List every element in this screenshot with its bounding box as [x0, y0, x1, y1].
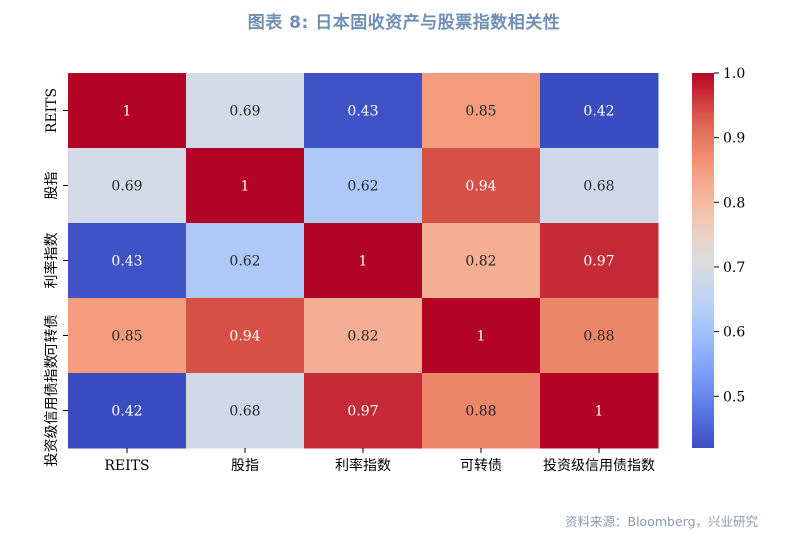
cell-label-0-2: 0.43 — [347, 104, 378, 120]
cell-label-3-1: 0.94 — [229, 329, 260, 345]
cell-label-4-2: 0.97 — [347, 404, 378, 420]
heatmap-cell-0-2 — [304, 73, 423, 149]
heatmap-cell-1-0 — [68, 148, 187, 224]
cell-label-4-0: 0.42 — [111, 404, 142, 420]
cell-label-1-3: 0.94 — [465, 179, 496, 195]
colorbar: 0.5 0.6 0.7 0.8 0.9 1.0 — [692, 66, 745, 448]
heatmap-cell-2-0 — [68, 223, 187, 299]
y-tick-label-2: 利率指数 — [43, 233, 60, 289]
y-tick-label-4: 投资级信用债指数 — [44, 355, 60, 467]
heatmap-cell-3-0 — [68, 298, 187, 374]
cell-label-1-4: 0.68 — [583, 179, 614, 195]
colorbar-gradient — [692, 73, 714, 448]
colorbar-tick-label-4: 0.9 — [723, 131, 745, 147]
source-note: 资料来源：Bloomberg，兴业研究 — [565, 514, 758, 529]
cell-label-1-2: 0.62 — [347, 179, 378, 195]
heatmap-cell-3-2 — [304, 298, 423, 374]
heatmap-cell-3-1 — [186, 298, 305, 374]
cell-label-2-1: 0.62 — [229, 254, 260, 270]
heatmap-cell-2-1 — [186, 223, 305, 299]
cell-label-0-1: 0.69 — [229, 104, 260, 120]
x-axis: REITS 股指 利率指数 可转债 投资级信用债指数 — [104, 448, 655, 474]
colorbar-tick-label-2: 0.7 — [723, 260, 745, 276]
y-tick-label-0: REITS — [44, 88, 60, 133]
cell-label-2-0: 0.43 — [111, 254, 142, 270]
heatmap-cell-2-2 — [304, 223, 423, 299]
colorbar-tick-label-1: 0.6 — [723, 325, 745, 341]
heatmap-cell-0-3 — [422, 73, 541, 149]
chart-title: 图表 8: 日本固收资产与股票指数相关性 — [247, 13, 561, 33]
colorbar-tick-label-5: 1.0 — [723, 66, 745, 82]
heatmap-cell-3-4 — [540, 298, 659, 374]
x-tick-label-1: 股指 — [231, 458, 259, 474]
heatmap-cell-4-4 — [540, 373, 659, 449]
colorbar-tick-label-3: 0.8 — [723, 195, 745, 211]
heatmap-cell-1-1 — [186, 148, 305, 224]
cell-label-0-3: 0.85 — [465, 104, 496, 120]
cell-label-3-3: 1 — [477, 329, 486, 345]
cell-label-4-3: 0.88 — [465, 404, 496, 420]
x-tick-label-4: 投资级信用债指数 — [543, 458, 655, 474]
heatmap-cell-2-4 — [540, 223, 659, 299]
x-tick-label-0: REITS — [104, 458, 149, 474]
cell-label-4-4: 1 — [595, 404, 604, 420]
cell-label-1-0: 0.69 — [111, 179, 142, 195]
heatmap-cell-1-4 — [540, 148, 659, 224]
cell-label-1-1: 1 — [241, 179, 250, 195]
heatmap-cell-1-3 — [422, 148, 541, 224]
heatmap-cell-4-3 — [422, 373, 541, 449]
heatmap-cells: 1 0.69 0.43 0.85 0.42 0.69 1 0.62 0.94 0.68 0.43 0.… — [68, 73, 659, 449]
cell-label-3-2: 0.82 — [347, 329, 378, 345]
y-tick-label-3: 可转债 — [44, 315, 60, 357]
heatmap-cell-0-0 — [68, 73, 187, 149]
x-tick-label-3: 可转债 — [460, 458, 502, 474]
cell-label-3-0: 0.85 — [111, 329, 142, 345]
colorbar-tick-label-0: 0.5 — [723, 389, 745, 405]
y-tick-label-1: 股指 — [44, 172, 60, 200]
heatmap-cell-2-3 — [422, 223, 541, 299]
x-tick-label-2: 利率指数 — [335, 457, 391, 474]
heatmap-cell-0-4 — [540, 73, 659, 149]
heatmap-cell-4-2 — [304, 373, 423, 449]
cell-label-4-1: 0.68 — [229, 404, 260, 420]
heatmap-cell-0-1 — [186, 73, 305, 149]
heatmap-cell-1-2 — [304, 148, 423, 224]
heatmap-cell-4-1 — [186, 373, 305, 449]
cell-label-2-2: 1 — [359, 254, 368, 270]
cell-label-0-0: 1 — [123, 104, 132, 120]
heatmap-cell-4-0 — [68, 373, 187, 449]
cell-label-3-4: 0.88 — [583, 329, 614, 345]
heatmap-cell-3-3 — [422, 298, 541, 374]
cell-label-2-4: 0.97 — [583, 254, 614, 270]
cell-label-2-3: 0.82 — [465, 254, 496, 270]
cell-label-0-4: 0.42 — [583, 104, 614, 120]
